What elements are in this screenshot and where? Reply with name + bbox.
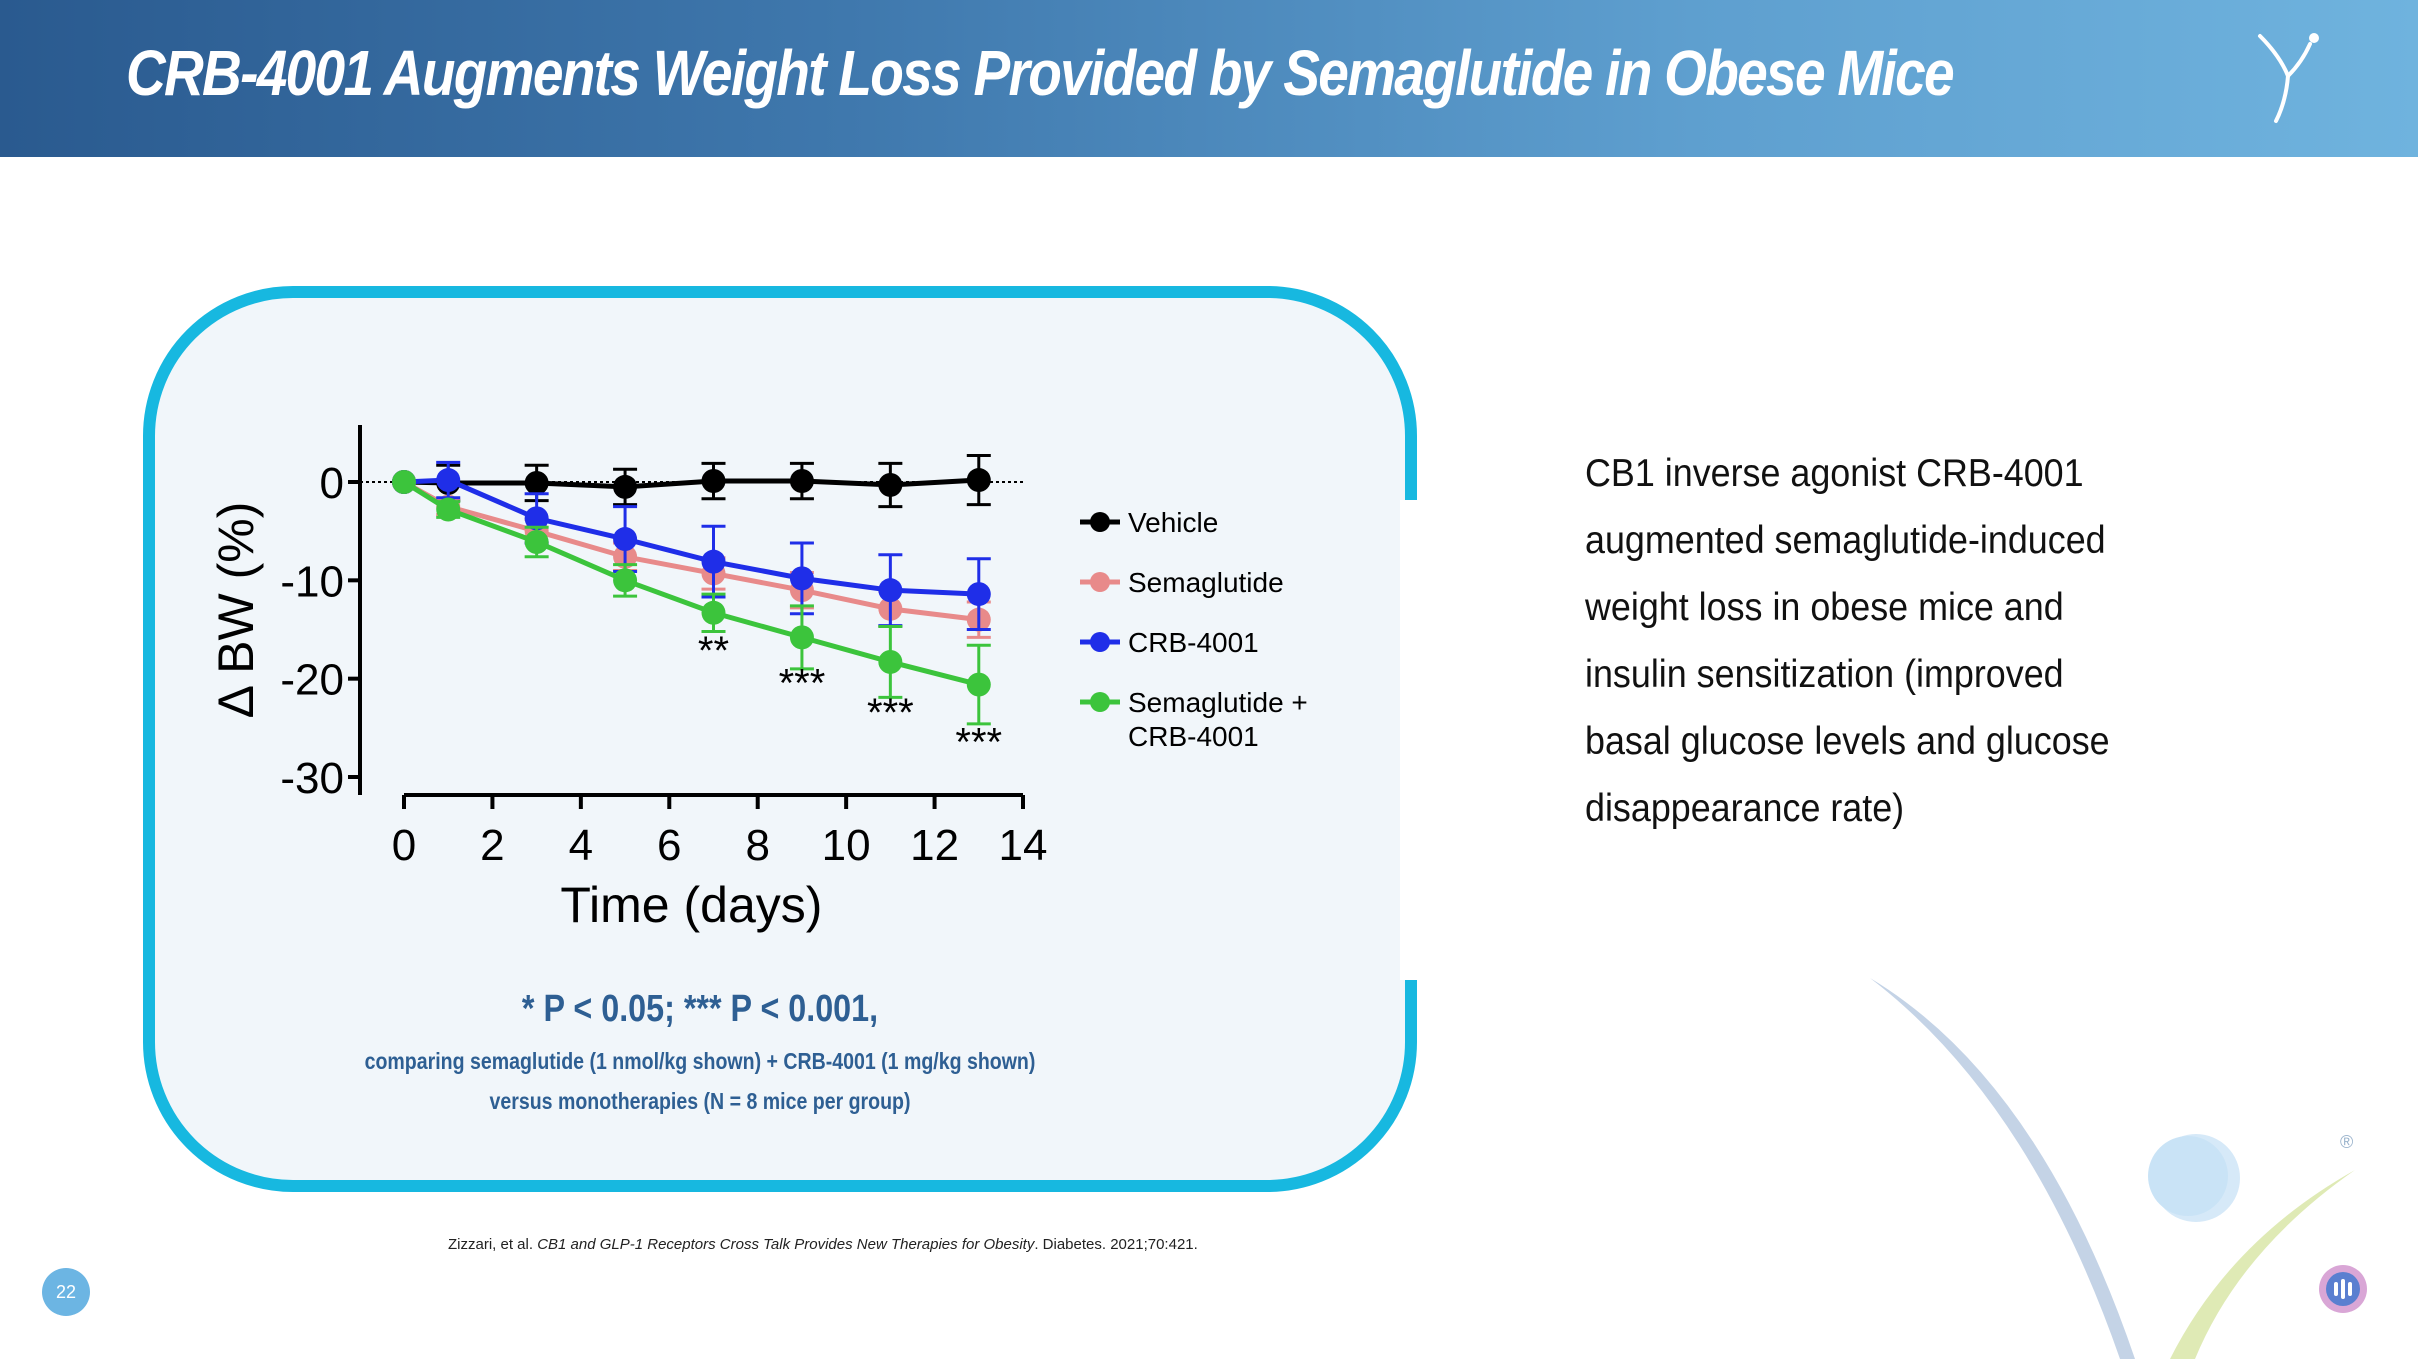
- x-tick-label: 8: [745, 821, 769, 870]
- decorative-swoosh-icon: ®: [1870, 978, 2355, 1359]
- registered-mark: ®: [2340, 1132, 2353, 1152]
- x-tick-label: 2: [480, 821, 504, 870]
- pvalue-legend: * P < 0.05; *** P < 0.001,: [521, 988, 879, 1030]
- legend-label: CRB-4001: [1128, 721, 1259, 752]
- data-point: [701, 469, 726, 494]
- y-axis-label: Δ BW (%): [208, 502, 264, 719]
- data-point: [392, 470, 416, 494]
- legend-marker: [1090, 632, 1110, 652]
- legend-marker: [1090, 692, 1110, 712]
- company-logo-icon: [2258, 33, 2319, 123]
- data-point: [613, 474, 638, 499]
- data-point: [878, 472, 903, 497]
- legend-label: Semaglutide: [1128, 567, 1284, 598]
- page-title: CRB-4001 Augments Weight Loss Provided b…: [126, 37, 1955, 109]
- series-line: [402, 479, 980, 687]
- data-point: [613, 568, 638, 593]
- data-point: [789, 566, 814, 591]
- x-tick-label: 4: [569, 821, 593, 870]
- x-axis-label: Time (days): [560, 877, 822, 933]
- y-tick-label: -10: [280, 557, 344, 606]
- legend-marker: [1090, 512, 1110, 532]
- chart-panel: [143, 286, 1417, 1192]
- data-point: [789, 469, 814, 494]
- data-point: [878, 578, 903, 603]
- series-line: [403, 477, 979, 490]
- y-tick-label: -30: [280, 754, 344, 803]
- legend-label: Semaglutide +: [1128, 687, 1308, 718]
- legend-label: CRB-4001: [1128, 627, 1259, 658]
- x-tick-label: 0: [392, 821, 416, 870]
- x-tick-label: 12: [910, 821, 959, 870]
- y-tick-label: 0: [320, 459, 344, 508]
- series-line: [402, 479, 980, 623]
- series-line: [403, 477, 979, 597]
- data-point: [613, 527, 638, 552]
- summary-line: augmented semaglutide-induced: [1585, 519, 2106, 562]
- data-point: [524, 470, 549, 495]
- x-tick-label: 6: [657, 821, 681, 870]
- summary-line: weight loss in obese mice and: [1585, 586, 2064, 629]
- data-point: [524, 506, 549, 531]
- data-point: [789, 625, 814, 650]
- citation: Zizzari, et al. CB1 and GLP-1 Receptors …: [448, 1236, 1198, 1253]
- significance-annotation: ***: [867, 691, 914, 735]
- footer-logo-icon: [2319, 1265, 2367, 1313]
- data-point: [524, 529, 549, 554]
- data-point: [436, 468, 461, 493]
- citation-title: CB1 and GLP-1 Receptors Cross Talk Provi…: [537, 1236, 1035, 1253]
- data-point: [966, 672, 991, 697]
- data-point: [701, 600, 726, 625]
- legend-label: Vehicle: [1128, 507, 1218, 538]
- stats-note-line2: versus monotherapies (N = 8 mice per gro…: [489, 1088, 911, 1114]
- panel-border-gap: [1400, 500, 1440, 980]
- summary-text: CB1 inverse agonist CRB-4001 augmented s…: [1585, 440, 2174, 842]
- data-point: [701, 549, 726, 574]
- significance-annotation: ***: [955, 720, 1002, 764]
- summary-line: disappearance rate): [1585, 787, 1905, 830]
- summary-line: insulin sensitization (improved: [1585, 653, 2064, 696]
- legend-marker: [1090, 572, 1110, 592]
- summary-line: CB1 inverse agonist CRB-4001: [1585, 452, 2084, 495]
- significance-annotation: **: [698, 629, 729, 673]
- y-tick-label: -20: [280, 656, 344, 705]
- data-point: [966, 582, 991, 607]
- summary-line: basal glucose levels and glucose: [1585, 720, 2110, 763]
- data-point: [966, 468, 991, 493]
- citation-source: . Diabetes. 2021;70:421.: [1034, 1236, 1198, 1253]
- citation-authors: Zizzari, et al.: [448, 1236, 538, 1253]
- stats-note-line1: comparing semaglutide (1 nmol/kg shown) …: [364, 1048, 1036, 1074]
- significance-annotation: ***: [779, 661, 826, 705]
- page-number: 22: [42, 1268, 90, 1316]
- x-tick-label: 10: [822, 821, 871, 870]
- data-point: [878, 649, 903, 674]
- x-tick-label: 14: [999, 821, 1048, 870]
- header-bar: CRB-4001 Augments Weight Loss Provided b…: [0, 0, 2418, 157]
- data-point: [436, 497, 461, 522]
